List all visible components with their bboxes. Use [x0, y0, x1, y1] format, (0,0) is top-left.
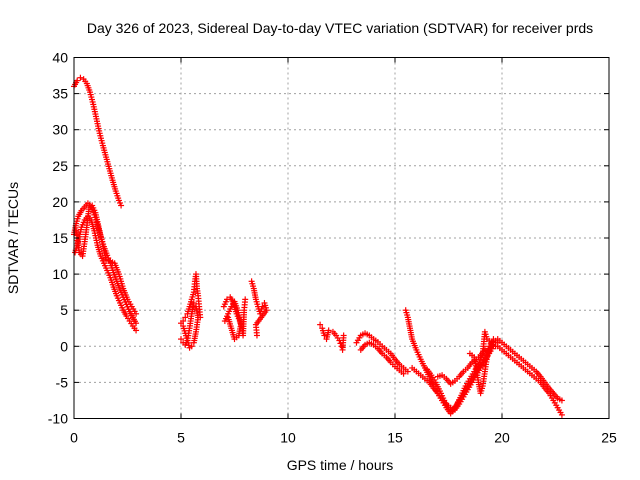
x-tick-label: 10 [280, 430, 296, 446]
y-tick-label: 40 [52, 50, 68, 66]
y-tick-label: 10 [52, 266, 68, 282]
y-tick-label: 30 [52, 122, 68, 138]
series-track-3 [72, 213, 140, 334]
y-tick-label: 35 [52, 86, 68, 102]
series-track-8 [221, 298, 244, 343]
y-tick-label: -10 [48, 411, 68, 427]
x-tick-labels: 0 5 10 15 20 25 [70, 430, 617, 446]
series-track-11 [329, 328, 347, 353]
grid-lines [74, 57, 609, 419]
data-points [71, 74, 565, 418]
series-track-6 [178, 299, 202, 351]
axis-ticks [73, 57, 610, 419]
series-track-12 [353, 330, 411, 375]
y-tick-labels: -10 -5 0 5 10 15 20 25 30 35 40 [48, 50, 68, 427]
x-axis-label: GPS time / hours [287, 457, 394, 473]
series-track-5 [178, 271, 204, 327]
y-tick-label: -5 [56, 374, 69, 390]
series-track-4 [73, 202, 140, 317]
x-tick-label: 25 [601, 430, 617, 446]
x-tick-label: 5 [177, 430, 185, 446]
series-track-16 [424, 328, 499, 415]
series-track-18 [466, 336, 501, 397]
y-tick-label: 15 [52, 230, 68, 246]
y-tick-label: 20 [52, 194, 68, 210]
x-tick-label: 0 [70, 430, 78, 446]
y-tick-label: 25 [52, 158, 68, 174]
series-track-10 [317, 321, 332, 343]
x-tick-label: 15 [387, 430, 403, 446]
y-axis-label: SDTVAR / TECUs [5, 182, 21, 294]
chart-title: Day 326 of 2023, Sidereal Day-to-day VTE… [87, 20, 593, 36]
y-tick-label: 5 [60, 302, 68, 318]
series-track-1 [71, 74, 125, 209]
x-tick-label: 20 [494, 430, 510, 446]
series-track-9 [248, 278, 270, 339]
y-tick-label: 0 [60, 338, 68, 354]
series-track-13 [357, 339, 407, 377]
